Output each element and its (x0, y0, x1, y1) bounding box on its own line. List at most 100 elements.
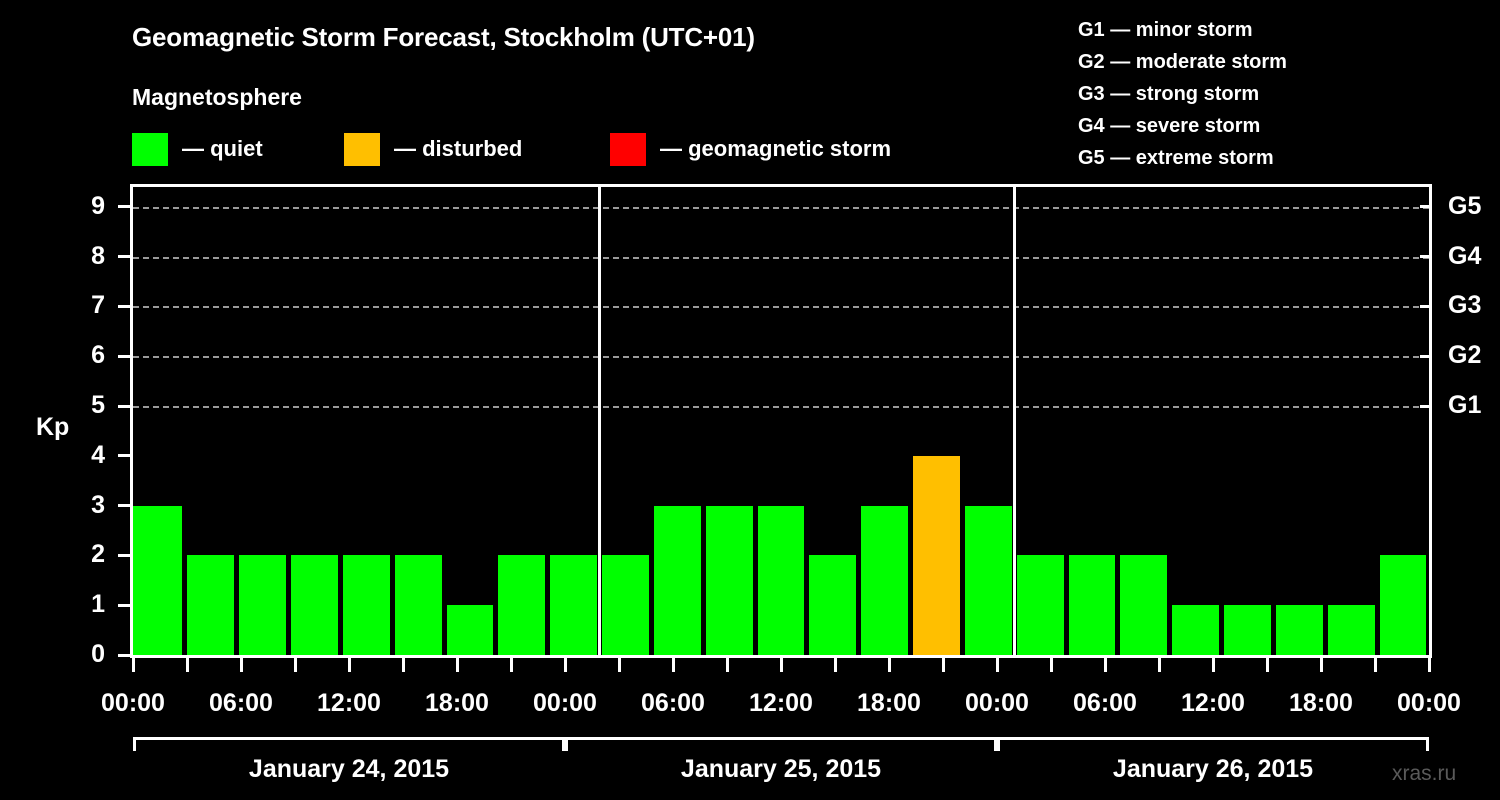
y-axis-label-4: 4 (91, 440, 105, 469)
gridline-kp-7 (133, 306, 1429, 309)
legend-item-disturbed: — disturbed (344, 131, 522, 167)
x-tick (833, 658, 837, 672)
y-axis-label-8: 8 (91, 241, 105, 270)
y-axis-title: Kp (36, 413, 70, 441)
g-scale-legend-row-5: G5 — extreme storm (1078, 147, 1274, 169)
page-title: Geomagnetic Storm Forecast, Stockholm (U… (132, 22, 755, 52)
bar (498, 555, 546, 655)
x-tick (1373, 658, 1377, 672)
y-tick-6 (118, 354, 130, 358)
plot-frame (130, 184, 1432, 655)
y-tick-5 (118, 404, 130, 408)
x-tick (1049, 658, 1053, 672)
bar (239, 555, 286, 655)
x-axis-label: 00:00 (965, 689, 1029, 717)
x-axis-label: 06:00 (641, 689, 705, 717)
x-axis-label: 18:00 (425, 689, 489, 717)
g-tick-G4 (1420, 255, 1432, 259)
day-label-2: January 25, 2015 (680, 755, 882, 783)
g-axis-label-G3: G3 (1448, 291, 1482, 320)
bar (757, 505, 805, 655)
day-bracket-1 (133, 737, 565, 751)
y-tick-9 (118, 205, 130, 209)
bar (1327, 605, 1375, 655)
g-tick-G3 (1420, 304, 1432, 308)
legend-item-geomagnetic-storm: — geomagnetic storm (610, 131, 891, 167)
x-tick (779, 658, 783, 672)
x-tick (995, 658, 999, 672)
bar (187, 555, 235, 655)
bar (653, 505, 701, 655)
legend-swatch-geomagnetic-storm (610, 132, 646, 166)
legend-item-quiet: — quiet (132, 131, 263, 167)
x-tick (1427, 658, 1431, 672)
x-tick (455, 658, 459, 672)
x-tick (617, 658, 621, 672)
bar (1379, 555, 1427, 655)
x-tick (1157, 658, 1161, 672)
x-tick (131, 658, 135, 672)
x-tick (347, 658, 351, 672)
x-tick (1211, 658, 1215, 672)
x-tick (671, 658, 675, 672)
y-axis-label-0: 0 (91, 640, 105, 668)
bar (913, 455, 960, 655)
x-axis-label: 12:00 (317, 689, 381, 717)
x-tick (563, 658, 567, 672)
x-tick (401, 658, 405, 672)
legend-label-geomagnetic-storm: — geomagnetic storm (660, 136, 892, 161)
g-scale-legend-row-2: G2 — moderate storm (1078, 51, 1287, 73)
y-tick-1 (118, 603, 130, 607)
bar (1016, 555, 1064, 655)
y-axis-label-6: 6 (91, 341, 105, 370)
g-tick-G2 (1420, 354, 1432, 358)
day-separator-1 (598, 187, 602, 655)
y-axis-label-1: 1 (91, 590, 105, 619)
day-bracket-3 (997, 737, 1429, 751)
x-tick (725, 658, 729, 672)
x-tick (185, 658, 189, 672)
x-tick (239, 658, 243, 672)
y-tick-2 (118, 553, 130, 557)
gridline-kp-5 (133, 406, 1429, 409)
y-axis-label-9: 9 (91, 191, 105, 220)
bar (1224, 605, 1271, 655)
y-axis-label-2: 2 (91, 540, 105, 569)
bar (602, 555, 649, 655)
bar (133, 505, 183, 655)
bar (705, 505, 753, 655)
legend-label-quiet: — quiet (182, 136, 263, 161)
x-axis-label: 18:00 (1289, 689, 1353, 717)
plot-area (133, 187, 1429, 655)
g-tick-G1 (1420, 404, 1432, 408)
day-bracket-2 (565, 737, 997, 751)
y-tick-3 (118, 504, 130, 508)
g-scale-legend: G1 — minor storm G2 — moderate storm G3 — … (1078, 14, 1287, 174)
legend-swatch-disturbed (344, 132, 380, 166)
x-tick (941, 658, 945, 672)
x-axis-label: 00:00 (101, 689, 165, 717)
watermark: xras.ru (1392, 762, 1457, 785)
g-scale-legend-row-1: G1 — minor storm (1078, 19, 1253, 41)
bar (342, 555, 390, 655)
g-scale-legend-row-4: G4 — severe storm (1078, 115, 1261, 137)
y-axis-label-3: 3 (91, 490, 105, 519)
legend-label-disturbed: — disturbed (394, 136, 523, 161)
x-axis-label: 06:00 (1073, 689, 1137, 717)
gridline-kp-9 (133, 206, 1429, 209)
y-axis-label-5: 5 (91, 391, 105, 420)
x-axis-line (130, 655, 1432, 658)
bar (809, 555, 857, 655)
x-axis-label: 00:00 (1397, 689, 1461, 717)
g-axis-label-G4: G4 (1448, 241, 1482, 270)
gridline-kp-6 (133, 356, 1429, 359)
x-axis-label: 12:00 (749, 689, 813, 717)
legend-swatch-quiet (132, 132, 168, 166)
chart-subtitle: Magnetosphere (132, 84, 302, 110)
x-tick (509, 658, 513, 672)
bar (1068, 555, 1116, 655)
bar (861, 505, 909, 655)
bar (291, 555, 338, 655)
x-axis-label: 18:00 (857, 689, 921, 717)
